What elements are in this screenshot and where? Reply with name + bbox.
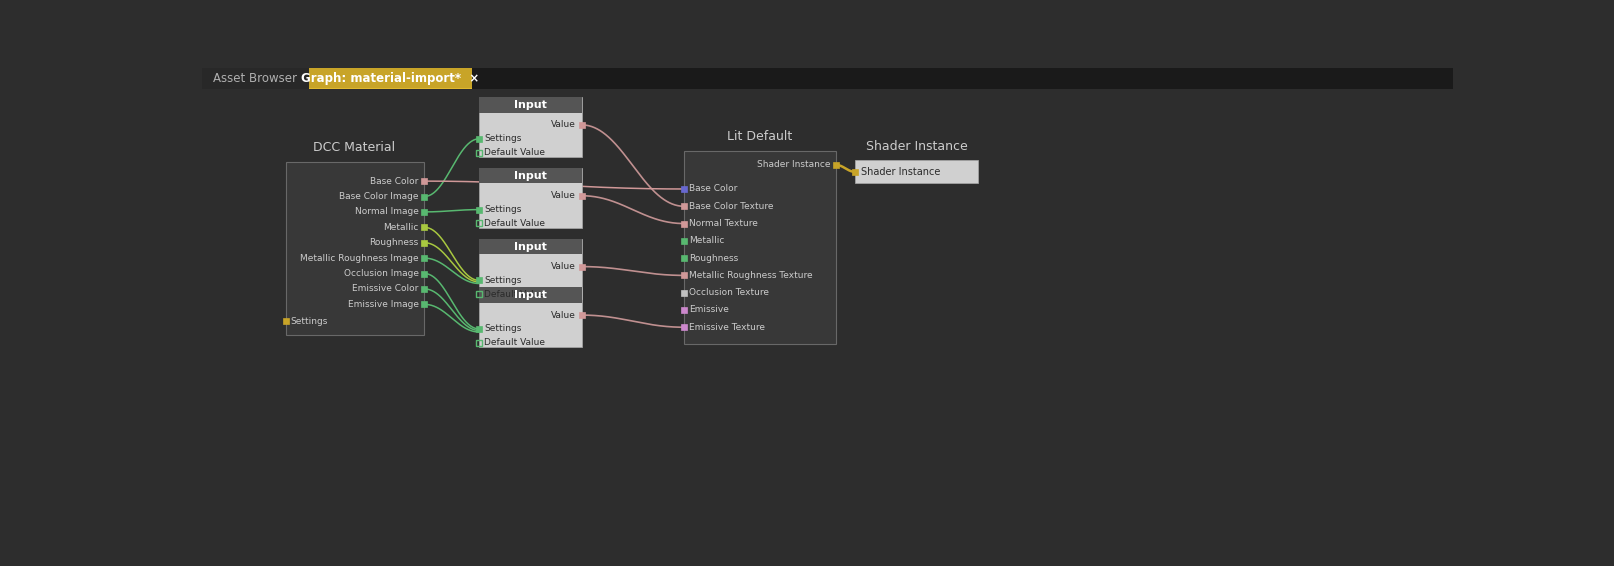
Text: Graph: material-import*  ×: Graph: material-import* × bbox=[300, 72, 479, 85]
Text: Metallic Roughness Image: Metallic Roughness Image bbox=[300, 254, 418, 263]
Text: Base Color Image: Base Color Image bbox=[339, 192, 418, 201]
Text: Emissive Image: Emissive Image bbox=[347, 300, 418, 309]
Text: Value: Value bbox=[550, 262, 576, 271]
Text: Metallic Roughness Texture: Metallic Roughness Texture bbox=[689, 271, 812, 280]
Text: Roughness: Roughness bbox=[370, 238, 418, 247]
Text: Metallic: Metallic bbox=[689, 237, 725, 245]
FancyBboxPatch shape bbox=[479, 239, 581, 254]
Text: Value: Value bbox=[550, 191, 576, 200]
Text: Shader Instance: Shader Instance bbox=[860, 167, 939, 177]
Text: Base Color: Base Color bbox=[689, 185, 738, 194]
Text: Occlusion Texture: Occlusion Texture bbox=[689, 288, 768, 297]
FancyBboxPatch shape bbox=[479, 288, 581, 348]
FancyBboxPatch shape bbox=[683, 151, 836, 344]
Text: Emissive: Emissive bbox=[689, 306, 730, 315]
Text: Base Color: Base Color bbox=[370, 177, 418, 186]
Text: Default Value: Default Value bbox=[484, 290, 544, 299]
Text: Emissive Color: Emissive Color bbox=[352, 284, 418, 293]
Text: Settings: Settings bbox=[484, 276, 521, 285]
FancyBboxPatch shape bbox=[479, 97, 581, 157]
Text: Normal Texture: Normal Texture bbox=[689, 219, 757, 228]
FancyBboxPatch shape bbox=[286, 162, 424, 335]
FancyBboxPatch shape bbox=[202, 68, 308, 89]
Text: Input: Input bbox=[513, 171, 547, 181]
FancyBboxPatch shape bbox=[202, 68, 1453, 89]
FancyBboxPatch shape bbox=[479, 97, 581, 113]
Text: Settings: Settings bbox=[484, 205, 521, 214]
Text: Shader Instance: Shader Instance bbox=[865, 140, 967, 153]
Text: Normal Image: Normal Image bbox=[355, 207, 418, 216]
Text: Base Color Texture: Base Color Texture bbox=[689, 201, 773, 211]
Text: Default Value: Default Value bbox=[484, 219, 544, 228]
Text: Input: Input bbox=[513, 100, 547, 110]
Text: Shader Instance: Shader Instance bbox=[757, 160, 830, 169]
Text: Emissive Texture: Emissive Texture bbox=[689, 323, 765, 332]
FancyBboxPatch shape bbox=[479, 168, 581, 183]
FancyBboxPatch shape bbox=[855, 160, 976, 183]
Text: Default Value: Default Value bbox=[484, 148, 544, 157]
Text: Value: Value bbox=[550, 121, 576, 130]
Text: Value: Value bbox=[550, 311, 576, 320]
Text: Input: Input bbox=[513, 242, 547, 251]
FancyBboxPatch shape bbox=[479, 168, 581, 228]
Text: Settings: Settings bbox=[484, 134, 521, 143]
Text: Input: Input bbox=[513, 290, 547, 300]
FancyBboxPatch shape bbox=[479, 239, 581, 299]
Text: Settings: Settings bbox=[291, 317, 328, 326]
Text: DCC Material: DCC Material bbox=[313, 141, 395, 154]
Text: Asset Browser: Asset Browser bbox=[213, 72, 297, 85]
FancyBboxPatch shape bbox=[479, 288, 581, 303]
Text: Metallic: Metallic bbox=[383, 223, 418, 232]
FancyBboxPatch shape bbox=[308, 88, 471, 89]
FancyBboxPatch shape bbox=[308, 68, 471, 89]
Text: Settings: Settings bbox=[484, 324, 521, 333]
Text: Default Value: Default Value bbox=[484, 338, 544, 348]
Text: Lit Default: Lit Default bbox=[726, 130, 792, 143]
Text: Occlusion Image: Occlusion Image bbox=[344, 269, 418, 278]
Text: Roughness: Roughness bbox=[689, 254, 738, 263]
